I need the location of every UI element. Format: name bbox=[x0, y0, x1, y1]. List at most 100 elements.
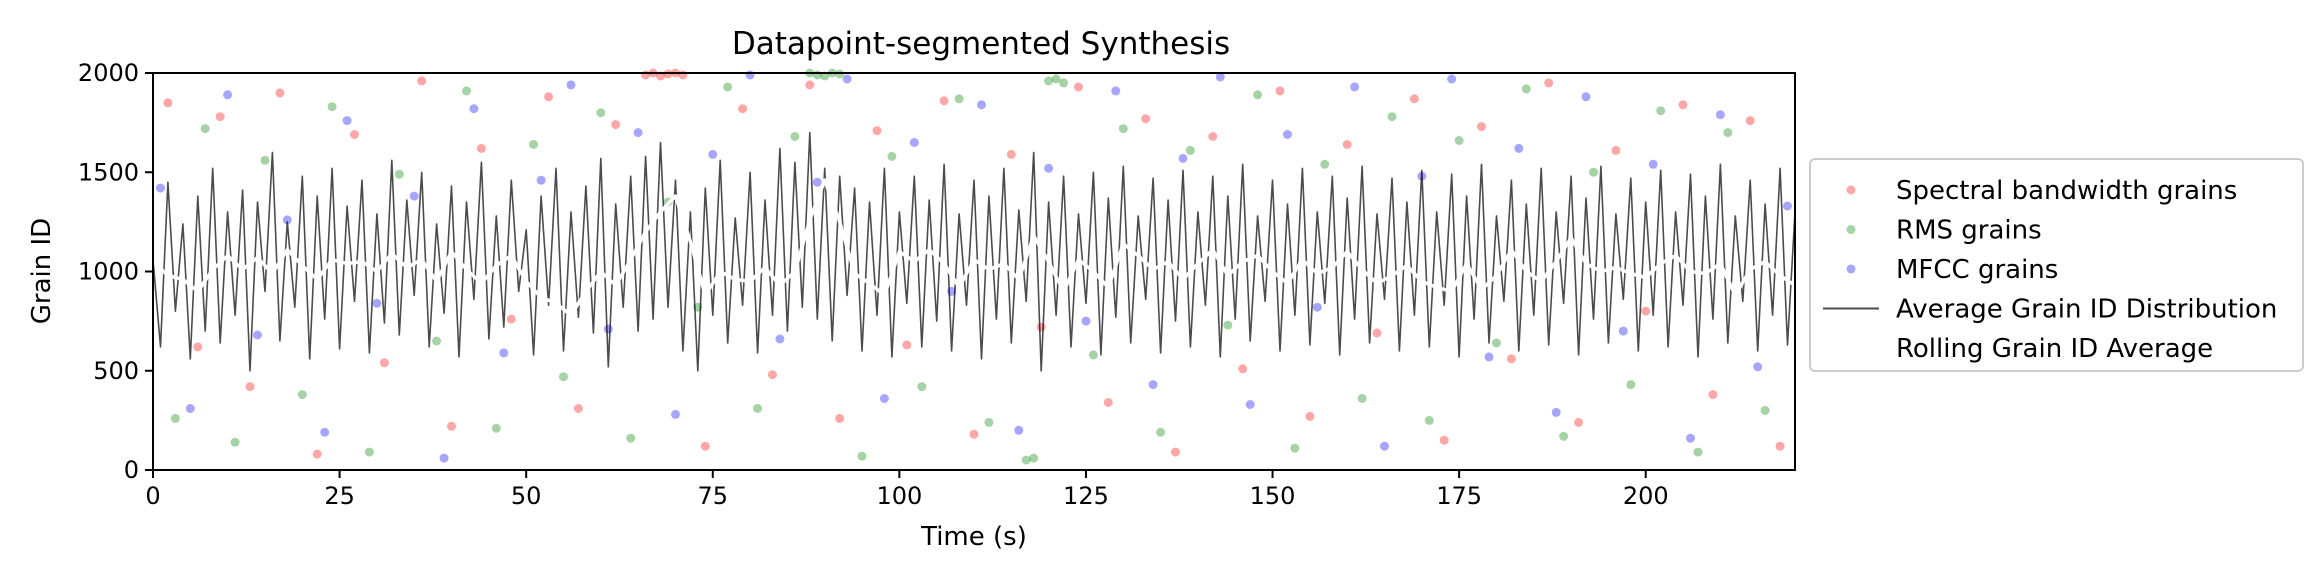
scatter-point bbox=[1477, 122, 1486, 132]
y-axis: 0 500 1000 1500 2000 bbox=[78, 59, 153, 484]
scatter-point bbox=[753, 404, 763, 413]
x-tick-label: 0 bbox=[145, 482, 160, 510]
scatter-point bbox=[1686, 433, 1695, 443]
scatter-point bbox=[1156, 427, 1166, 437]
scatter-point bbox=[1103, 398, 1113, 407]
scatter-point bbox=[1312, 302, 1322, 312]
legend-box bbox=[1809, 158, 2304, 372]
scatter-point bbox=[879, 394, 889, 403]
scatter-point bbox=[432, 336, 442, 346]
scatter-point bbox=[1626, 380, 1636, 390]
scatter-point bbox=[297, 390, 307, 400]
scatter-point bbox=[536, 175, 546, 185]
scatter-point bbox=[603, 324, 613, 334]
scatter-point bbox=[1618, 326, 1628, 336]
scatter-point bbox=[1559, 431, 1569, 441]
x-tick-label: 100 bbox=[876, 482, 922, 510]
scatter-point bbox=[1074, 82, 1083, 92]
scatter-point bbox=[1350, 82, 1360, 92]
scatter-point bbox=[245, 382, 255, 392]
scatter-point bbox=[977, 100, 986, 110]
scatter-point bbox=[1171, 447, 1180, 457]
scatter-point bbox=[447, 421, 456, 431]
scatter-point bbox=[671, 409, 680, 419]
x-axis: 0 25 50 75 100 125 150 175 200 bbox=[145, 470, 1669, 510]
y-tick-label: 2000 bbox=[78, 59, 139, 87]
scatter-point bbox=[775, 334, 785, 344]
scatter-point bbox=[917, 382, 927, 392]
scatter-point bbox=[282, 215, 292, 225]
legend-marker bbox=[1846, 185, 1856, 195]
plot-area bbox=[151, 68, 1796, 465]
legend-label: RMS grains bbox=[1896, 216, 2042, 246]
scatter-point bbox=[275, 88, 285, 98]
series-spectral-bandwidth-grains bbox=[163, 68, 1785, 459]
scatter-point bbox=[156, 183, 165, 193]
scatter-point bbox=[1215, 72, 1225, 82]
legend-label: Spectral bandwidth grains bbox=[1896, 176, 2237, 206]
scatter-point bbox=[969, 429, 979, 439]
scatter-point bbox=[790, 132, 800, 141]
scatter-point bbox=[506, 314, 516, 324]
series-mfcc-grains bbox=[156, 70, 1792, 463]
scatter-point bbox=[1238, 364, 1248, 374]
scatter-point bbox=[372, 298, 382, 308]
scatter-point bbox=[835, 413, 845, 423]
scatter-point bbox=[1118, 124, 1128, 134]
scatter-point bbox=[1775, 441, 1785, 451]
scatter-point bbox=[185, 404, 195, 413]
scatter-point bbox=[1611, 145, 1621, 155]
scatter-point bbox=[1693, 447, 1703, 457]
scatter-point bbox=[1648, 159, 1658, 169]
scatter-point bbox=[1208, 132, 1218, 141]
scatter-point bbox=[723, 82, 733, 92]
scatter-point bbox=[1753, 362, 1763, 372]
x-axis-label: Time (s) bbox=[920, 522, 1027, 552]
scatter-point bbox=[1014, 425, 1024, 435]
legend-marker bbox=[1846, 225, 1856, 234]
legend-label: MFCC grains bbox=[1896, 255, 2058, 285]
scatter-point bbox=[1059, 78, 1069, 88]
scatter-point bbox=[260, 155, 270, 165]
scatter-point bbox=[1454, 136, 1464, 145]
scatter-point bbox=[1760, 405, 1770, 415]
scatter-point bbox=[253, 330, 262, 340]
scatter-point bbox=[1708, 390, 1718, 400]
scatter-point bbox=[1678, 100, 1688, 110]
scatter-point bbox=[1290, 443, 1300, 453]
scatter-point bbox=[984, 417, 994, 427]
scatter-point bbox=[611, 120, 621, 130]
scatter-point bbox=[1088, 350, 1098, 360]
scatter-point bbox=[1409, 94, 1419, 104]
series-rms-grains bbox=[170, 68, 1770, 465]
scatter-point bbox=[1581, 92, 1591, 102]
scatter-point bbox=[1275, 86, 1285, 96]
scatter-point bbox=[350, 130, 359, 139]
scatter-point bbox=[1589, 167, 1598, 177]
legend-label: Rolling Grain ID Average bbox=[1896, 334, 2213, 364]
scatter-point bbox=[223, 90, 233, 100]
scatter-point bbox=[1783, 201, 1792, 211]
y-tick-label: 1000 bbox=[78, 258, 139, 286]
scatter-point bbox=[364, 447, 374, 457]
scatter-point bbox=[1521, 84, 1531, 94]
scatter-point bbox=[394, 169, 404, 179]
scatter-point bbox=[1745, 116, 1755, 126]
scatter-point bbox=[1506, 354, 1516, 364]
x-tick-label: 175 bbox=[1436, 482, 1482, 510]
scatter-point bbox=[768, 370, 777, 380]
scatter-point bbox=[954, 94, 964, 104]
scatter-point bbox=[1036, 322, 1046, 332]
scatter-point bbox=[887, 151, 897, 161]
scatter-point bbox=[1253, 90, 1263, 100]
scatter-point bbox=[1387, 112, 1397, 122]
scatter-point bbox=[1141, 114, 1151, 124]
scatter-point bbox=[1372, 328, 1382, 338]
scatter-point bbox=[573, 404, 583, 413]
scatter-point bbox=[1551, 407, 1561, 417]
series-line-rolling-grain-id-average bbox=[151, 178, 1796, 317]
x-tick-label: 125 bbox=[1063, 482, 1109, 510]
scatter-point bbox=[1006, 149, 1016, 159]
x-tick-label: 25 bbox=[324, 482, 355, 510]
scatter-point bbox=[738, 104, 748, 114]
